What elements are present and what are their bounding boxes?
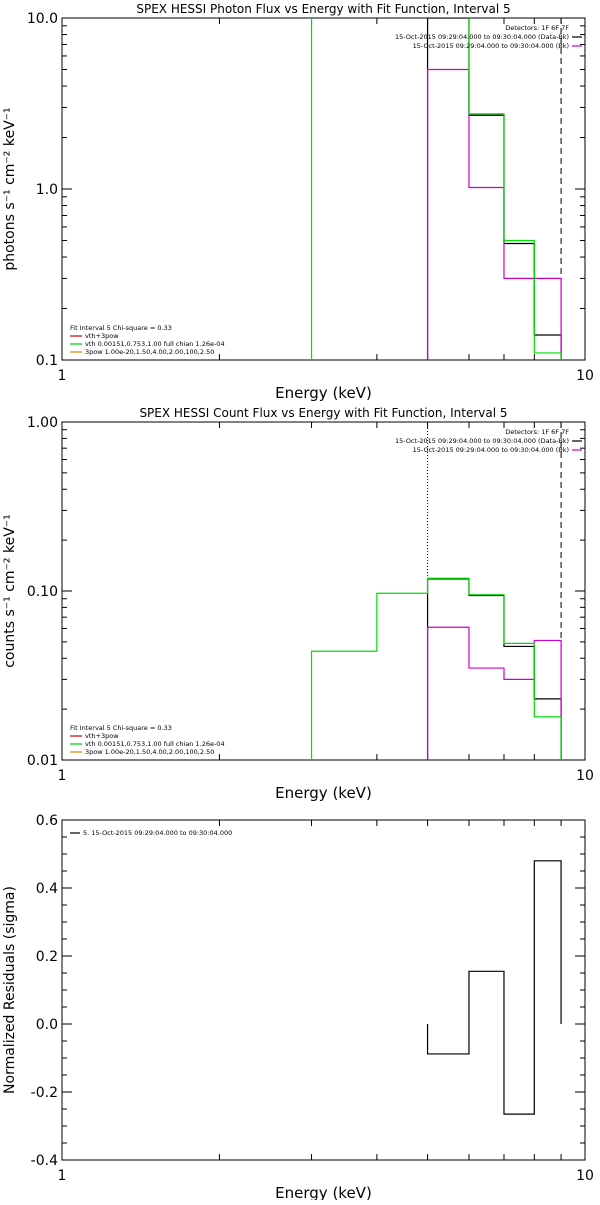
x-axis-label: Energy (keV) (275, 784, 372, 802)
y-tick-label: 0.4 (36, 881, 58, 897)
chart-panel-2: 0.01 0.10 1.00 1 10 SPEX HESSI Count Flux vs … (2, 406, 594, 802)
y-tick-label: -0.2 (31, 1085, 58, 1101)
y-axis-label: counts s⁻¹ cm⁻² keV⁻¹ (2, 514, 18, 668)
fit-legend-header: Fit Interval 5 Chi-square = 0.33 (70, 324, 172, 332)
data-histogram (426, 578, 562, 760)
chart-header-line: Detectors: 1F 6F 7F (505, 428, 569, 436)
fit-legend-label: vth+3pow (85, 332, 119, 340)
y-axis-label: photons s⁻¹ cm⁻² keV⁻¹ (2, 107, 18, 270)
y-tick-label: 0.6 (36, 813, 58, 829)
fit-legend-header: Fit Interval 5 Chi-square = 0.33 (70, 724, 172, 732)
y-tick-label: 1.00 (27, 415, 58, 431)
chart-title: SPEX HESSI Count Flux vs Energy with Fit… (139, 406, 507, 420)
fit-legend-label: 3pow 1.00e-20,1.50,4.00,2.00,100,2.50 (85, 348, 214, 356)
y-tick-label: -0.4 (31, 1153, 58, 1169)
data-histogram (426, 860, 562, 1115)
chart-panel-3: -0.4 -0.2 0.0 0.2 0.4 0.6 1 10 Energy (keV) Norma… (2, 813, 594, 1202)
chart-header-line: 15-Oct-2015 09:29:04.000 to 09:30:04.000… (413, 446, 569, 454)
y-tick-label: 1.0 (36, 182, 58, 198)
fit-histogram (310, 18, 562, 360)
y-axis-label: Normalized Residuals (sigma) (2, 886, 18, 1094)
fit-legend-label: vth+3pow (85, 732, 119, 740)
residual-legend-label: 5. 15-Oct-2015 09:29:04.000 to 09:30:04.… (83, 829, 232, 837)
fit-legend-label: 3pow 1.00e-20,1.50,4.00,2.00,100,2.50 (85, 748, 214, 756)
fit-legend-label: vth 0.00151,0.753,1.00 full chian 1.26e-… (85, 740, 225, 748)
fit-histogram (310, 577, 562, 760)
chart-title: SPEX HESSI Photon Flux vs Energy with Fi… (136, 2, 510, 16)
y-tick-label: 10.0 (27, 11, 58, 27)
plot-frame (61, 421, 586, 761)
chart-header-line: 15-Oct-2015 09:29:04.000 to 09:30:04.000… (395, 437, 569, 445)
chart-header-line: Detectors: 1F 6F 7F (505, 24, 569, 32)
x-axis-label: Energy (keV) (275, 1184, 372, 1200)
plot-frame (61, 17, 586, 361)
plot-frame (61, 819, 586, 1161)
y-tick-label: 0.10 (27, 584, 58, 600)
background-histogram (426, 68, 562, 360)
y-tick-label: 0.1 (36, 353, 58, 369)
x-tick-label: 10 (576, 1168, 594, 1184)
x-axis-label: Energy (keV) (275, 384, 372, 402)
chart-header-line: 15-Oct-2015 09:29:04.000 to 09:30:04.000… (395, 33, 569, 41)
x-tick-label: 1 (58, 1168, 67, 1184)
x-tick-label: 1 (58, 768, 67, 784)
y-tick-label: 0.0 (36, 1017, 58, 1033)
chart-panel-1: 0.1 1.0 10.0 1 10 SPEX HESSI Photon Flux vs E… (2, 2, 594, 402)
y-tick-label: 0.2 (36, 949, 58, 965)
chart-header-line: 15-Oct-2015 09:29:04.000 to 09:30:04.000… (413, 42, 569, 50)
y-tick-label: 0.01 (27, 753, 58, 769)
x-tick-label: 1 (58, 368, 67, 384)
background-histogram (426, 626, 562, 760)
x-tick-label: 10 (576, 768, 594, 784)
fit-legend-label: vth 0.00151,0.753,1.00 full chian 1.26e-… (85, 340, 225, 348)
x-tick-label: 10 (576, 368, 594, 384)
